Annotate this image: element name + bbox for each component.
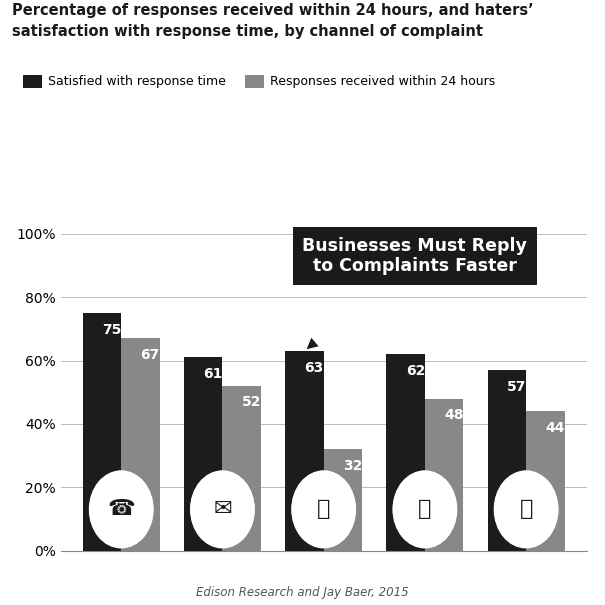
Bar [223,386,261,551]
Text: 75: 75 [102,322,122,336]
Ellipse shape [393,471,456,548]
Text: 52: 52 [241,396,261,410]
Bar [488,370,526,551]
Bar [121,338,160,551]
Ellipse shape [495,471,557,548]
Text: ✉: ✉ [213,499,232,519]
Text: 🖵: 🖵 [418,499,431,519]
Bar [526,411,564,551]
Bar [184,358,223,551]
Text: 44: 44 [545,420,565,435]
Text: Businesses Must Reply
to Complaints Faster: Businesses Must Reply to Complaints Fast… [302,237,527,349]
Ellipse shape [393,471,456,548]
Ellipse shape [191,471,254,548]
Ellipse shape [90,471,152,548]
Text: 32: 32 [343,459,362,473]
Ellipse shape [292,471,355,548]
Text: 48: 48 [444,408,463,422]
Text: Percentage of responses received within 24 hours, and haters’: Percentage of responses received within … [12,3,534,18]
Ellipse shape [90,471,152,548]
Ellipse shape [292,471,355,548]
Text: Edison Research and Jay Baer, 2015: Edison Research and Jay Baer, 2015 [196,586,409,599]
Text: 57: 57 [507,379,526,394]
Bar [387,355,425,551]
Text: 63: 63 [304,361,324,374]
Ellipse shape [495,471,557,548]
Bar [285,351,324,551]
Text: 🖼: 🖼 [520,499,533,519]
Bar [425,399,463,551]
Bar [324,450,362,551]
Legend: Satisfied with response time, Responses received within 24 hours: Satisfied with response time, Responses … [18,70,500,93]
Text: 💬: 💬 [317,499,330,519]
Text: satisfaction with response time, by channel of complaint: satisfaction with response time, by chan… [12,24,483,39]
Bar [83,313,121,551]
Text: 62: 62 [406,364,425,378]
Text: ☎: ☎ [107,499,135,519]
Ellipse shape [191,471,254,548]
Text: 61: 61 [203,367,223,381]
Text: 67: 67 [140,348,160,362]
